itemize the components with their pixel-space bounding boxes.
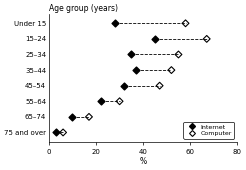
X-axis label: %: % [139, 157, 147, 166]
Computer [158, 84, 162, 87]
Internet [113, 22, 117, 25]
Internet [122, 84, 126, 87]
Computer [87, 115, 91, 118]
Computer [118, 100, 122, 103]
Text: Age group (years): Age group (years) [49, 4, 118, 13]
Computer [61, 131, 65, 134]
Internet [54, 131, 58, 134]
Computer [184, 22, 187, 25]
Internet [129, 53, 133, 56]
Internet [134, 69, 138, 71]
Computer [176, 53, 180, 56]
Computer [169, 69, 173, 71]
Computer [205, 38, 209, 40]
Internet [99, 100, 103, 103]
Legend: Internet, Computer: Internet, Computer [184, 122, 234, 139]
Internet [153, 38, 157, 40]
Internet [71, 115, 75, 118]
